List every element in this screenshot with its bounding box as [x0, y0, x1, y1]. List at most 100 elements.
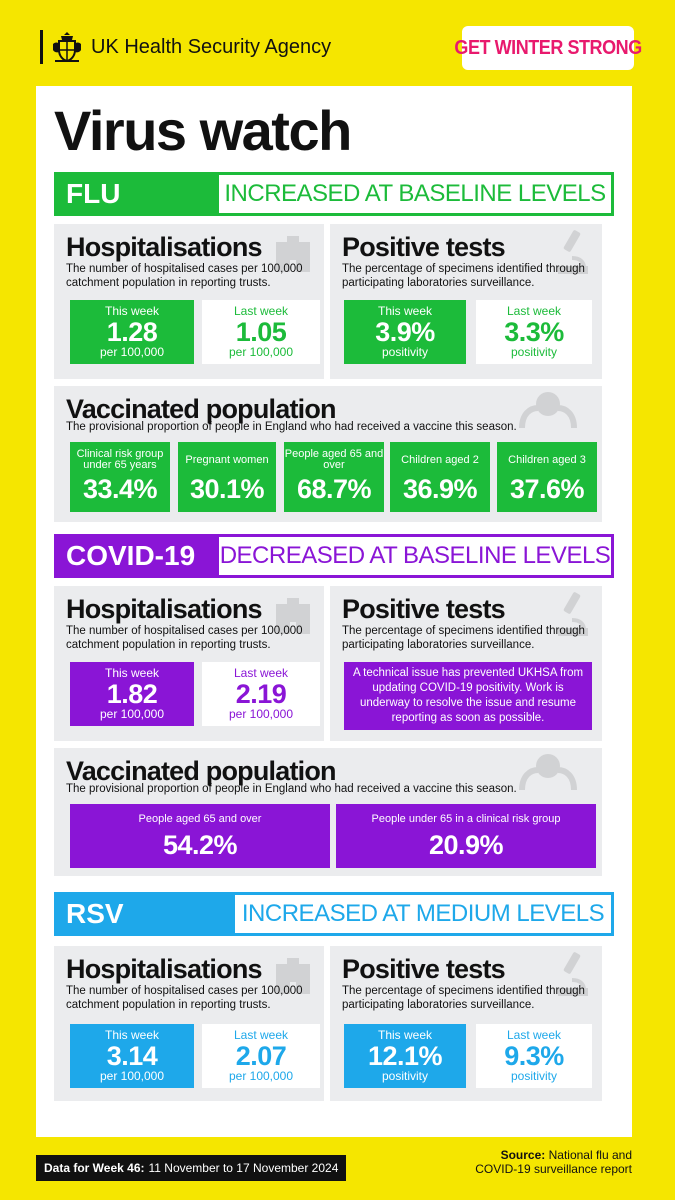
flu-vacc-item: Pregnant women 30.1%	[178, 442, 276, 512]
covid-positive-tests-card: Positive tests The percentage of specime…	[330, 586, 602, 741]
stat-value: 1.82	[106, 679, 158, 709]
stat-unit: per 100,000	[99, 345, 165, 359]
rsv-tests-this-week: This week 12.1% positivity	[344, 1024, 466, 1088]
stat-label: Last week	[233, 666, 289, 680]
data-week-prefix: Data for Week 46:	[44, 1161, 145, 1175]
agency-logo: UK Health Security Agency	[40, 30, 331, 64]
vacc-value: 37.6%	[509, 474, 585, 504]
rsv-section-header: RSV INCREASED AT MEDIUM LEVELS	[54, 892, 614, 936]
campaign-badge: GET WINTER STRONG	[454, 26, 642, 70]
stat-label: Last week	[506, 304, 562, 318]
strong-arm-icon	[519, 392, 577, 429]
rsv-tests-desc: The percentage of specimens identified t…	[342, 985, 585, 1011]
covid-hospitalisations-card: Hospitalisations The number of hospitali…	[54, 586, 324, 741]
stat-value: 3.14	[106, 1041, 158, 1071]
stat-label: Last week	[233, 304, 289, 318]
covid-tests-title: Positive tests	[342, 594, 506, 624]
stat-unit: per 100,000	[99, 1069, 165, 1083]
stat-unit: per 100,000	[228, 707, 294, 721]
vacc-value: 33.4%	[82, 474, 158, 504]
stat-value: 9.3%	[504, 1041, 564, 1071]
flu-vaccinated-card: Vaccinated population The provisional pr…	[54, 386, 602, 522]
stat-unit: per 100,000	[228, 1069, 294, 1083]
vacc-value: 68.7%	[296, 474, 372, 504]
stat-unit: positivity	[510, 345, 557, 359]
flu-vacc-title: Vaccinated population	[66, 394, 337, 424]
source-label: Source:	[500, 1148, 546, 1162]
flu-section-name: FLU	[54, 172, 216, 216]
flu-tests-last-week: Last week 3.3% positivity	[476, 300, 592, 364]
main-panel: Virus watch FLU INCREASED AT BASELINE LE…	[36, 86, 632, 1137]
royal-crest-icon	[53, 32, 81, 63]
rsv-section-name: RSV	[54, 892, 232, 936]
flu-hosp-this-week: This week 1.28 per 100,000	[70, 300, 194, 364]
flu-vacc-item: Children aged 2 36.9%	[390, 442, 490, 512]
stat-value: 2.19	[235, 679, 287, 709]
covid-vacc-item: People aged 65 and over 54.2%	[70, 804, 330, 868]
stat-unit: per 100,000	[228, 345, 294, 359]
source-note: Source: National flu and COVID-19 survei…	[475, 1148, 632, 1176]
data-week-label: Data for Week 46: 11 November to 17 Nove…	[36, 1155, 347, 1181]
source-line-2: COVID-19 surveillance report	[475, 1162, 632, 1176]
vacc-label: People under 65 in a clinical risk group	[371, 812, 561, 825]
microscope-icon	[558, 952, 588, 996]
rsv-hosp-title: Hospitalisations	[66, 954, 263, 984]
flu-vacc-desc: The provisional proportion of people in …	[66, 421, 517, 433]
flu-status: INCREASED AT BASELINE LEVELS	[216, 172, 614, 216]
header: UK Health Security Agency GET WINTER STR…	[0, 0, 675, 85]
covid-hosp-this-week: This week 1.82 per 100,000	[70, 662, 194, 726]
flu-vacc-item: People aged 65 and over 68.7%	[284, 442, 384, 512]
vacc-value: 30.1%	[189, 474, 265, 504]
vacc-label: People aged 65 and over	[284, 448, 384, 471]
rsv-hospitalisations-card: Hospitalisations The number of hospitali…	[54, 946, 324, 1101]
flu-vacc-item: Clinical risk group under 65 years 33.4%	[70, 442, 170, 512]
stat-label: This week	[104, 666, 160, 680]
vacc-value: 36.9%	[402, 474, 478, 504]
flu-hosp-title: Hospitalisations	[66, 232, 263, 262]
stat-label: This week	[377, 304, 433, 318]
campaign-text: GET WINTER STRONG	[454, 36, 642, 59]
microscope-icon	[558, 230, 588, 274]
vacc-label: Pregnant women	[185, 453, 269, 466]
covid-hosp-desc: The number of hospitalised cases per 100…	[66, 625, 303, 651]
agency-name: UK Health Security Agency	[91, 35, 332, 58]
stat-label: This week	[104, 304, 160, 318]
stat-label: This week	[104, 1028, 160, 1042]
flu-tests-title: Positive tests	[342, 232, 506, 262]
stat-unit: positivity	[510, 1069, 557, 1083]
stat-value: 1.28	[106, 317, 158, 347]
covid-vacc-desc: The provisional proportion of people in …	[66, 783, 517, 795]
flu-tests-desc: The percentage of specimens identified t…	[342, 263, 585, 289]
page-title: Virus watch	[54, 99, 352, 162]
covid-positivity-notice: A technical issue has prevented UKHSA fr…	[344, 662, 592, 730]
rsv-tests-last-week: Last week 9.3% positivity	[476, 1024, 592, 1088]
rsv-status: INCREASED AT MEDIUM LEVELS	[232, 892, 614, 936]
stat-value: 1.05	[235, 317, 287, 347]
hospital-icon	[276, 598, 310, 634]
stat-label: Last week	[233, 1028, 289, 1042]
flu-positive-tests-card: Positive tests The percentage of specime…	[330, 224, 602, 379]
flu-vacc-item: Children aged 3 37.6%	[497, 442, 597, 512]
covid-status: DECREASED AT BASELINE LEVELS	[216, 534, 614, 578]
rsv-hosp-last-week: Last week 2.07 per 100,000	[202, 1024, 320, 1088]
flu-tests-this-week: This week 3.9% positivity	[344, 300, 466, 364]
data-week-range: 11 November to 17 November 2024	[148, 1161, 339, 1175]
stat-value: 3.9%	[375, 317, 435, 347]
covid-section-name: COVID-19	[54, 534, 216, 578]
hospital-icon	[276, 236, 310, 272]
logo-divider	[40, 30, 43, 64]
covid-section-header: COVID-19 DECREASED AT BASELINE LEVELS	[54, 534, 614, 578]
vacc-label: Children aged 2	[401, 453, 479, 466]
flu-hospitalisations-card: Hospitalisations The number of hospitali…	[54, 224, 324, 379]
source-line-1: National flu and	[548, 1148, 632, 1162]
vacc-label: People aged 65 and over	[138, 812, 262, 825]
vacc-value: 54.2%	[162, 830, 238, 860]
stat-label: This week	[377, 1028, 433, 1042]
microscope-icon	[558, 592, 588, 636]
stat-unit: positivity	[381, 1069, 428, 1083]
stat-value: 3.3%	[504, 317, 564, 347]
stat-unit: per 100,000	[99, 707, 165, 721]
strong-arm-icon	[519, 754, 577, 791]
rsv-hosp-this-week: This week 3.14 per 100,000	[70, 1024, 194, 1088]
stat-unit: positivity	[381, 345, 428, 359]
